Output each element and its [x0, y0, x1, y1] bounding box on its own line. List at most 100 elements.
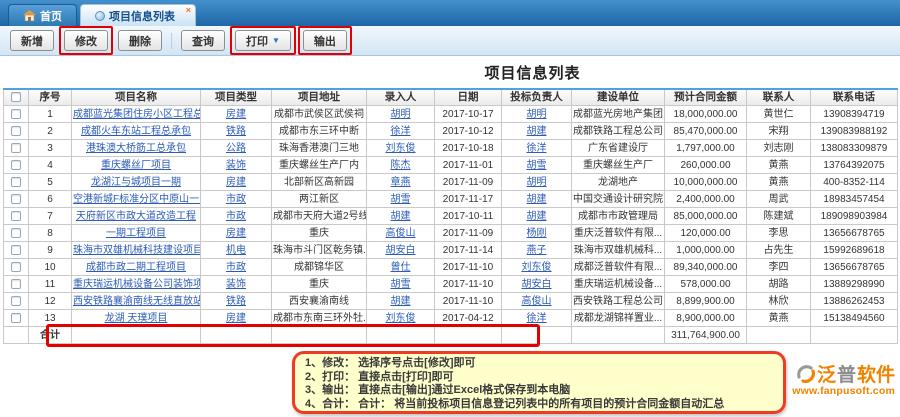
name-link[interactable]: 天府新区市政大道改造工程: [76, 210, 196, 222]
type-link[interactable]: 房建: [226, 176, 246, 188]
row-checkbox[interactable]: [11, 125, 21, 136]
name-cell: 西安铁路襄渝南线无线直放站...: [71, 292, 201, 310]
name-link[interactable]: 一期工程项目: [106, 227, 166, 239]
type-link[interactable]: 装饰: [226, 159, 246, 171]
contact-cell: 周武: [746, 190, 811, 208]
unit-cell: 成都市市政管理局: [571, 207, 665, 225]
phone-cell: 13889298990: [810, 275, 898, 293]
tab-project-info-list[interactable]: 项目信息列表 ×: [80, 4, 196, 26]
recorder-link[interactable]: 陈杰: [390, 159, 411, 171]
name-cell: 成都蓝光集团住房小区工程总...: [71, 105, 201, 123]
name-link[interactable]: 珠海市双雄机械科技建设项目: [73, 244, 201, 256]
bidder-link[interactable]: 刘东俊: [521, 261, 552, 273]
type-link[interactable]: 铁路: [226, 125, 246, 137]
unit-cell: 珠海市双雄机械科...: [571, 241, 665, 259]
name-link[interactable]: 西安铁路襄渝南线无线直放站...: [73, 295, 201, 307]
recorder-link[interactable]: 章燕: [390, 176, 411, 188]
row-checkbox[interactable]: [11, 108, 21, 119]
bidder-link[interactable]: 燕子: [526, 244, 547, 256]
name-link[interactable]: 空港新城F标准分区中原山一...: [73, 193, 201, 205]
table-row: 13 龙湖 天璞项目 房建 成都市东南三环外牡... 刘东俊 2017-04-12 徐洋 成都…: [3, 309, 898, 327]
recorder-link[interactable]: 胡建: [390, 295, 411, 307]
recorder-link[interactable]: 刘东俊: [385, 312, 416, 324]
total-row-checkbox-cell: [3, 326, 29, 344]
total-amount: 311,764,900.00: [664, 326, 747, 344]
name-link[interactable]: 龙湖 天璞项目: [104, 312, 168, 324]
bidder-link[interactable]: 徐洋: [526, 312, 547, 324]
type-link[interactable]: 铁路: [226, 295, 246, 307]
seq-cell: 13: [28, 309, 72, 327]
tab-home[interactable]: 首页: [8, 4, 77, 26]
type-link[interactable]: 市政: [226, 193, 246, 205]
type-link[interactable]: 房建: [226, 227, 246, 239]
row-checkbox[interactable]: [11, 261, 21, 272]
bidder-link[interactable]: 胡建: [526, 210, 547, 222]
new-button[interactable]: 新增: [10, 30, 54, 51]
name-link[interactable]: 重庆螺丝厂项目: [101, 159, 171, 171]
name-cell: 成都市政二期工程项目: [71, 258, 201, 276]
bidder-link[interactable]: 胡建: [526, 193, 547, 205]
logo-url-link[interactable]: www.fanpusoft.com: [792, 385, 895, 397]
type-link[interactable]: 市政: [226, 261, 246, 273]
bidder-link[interactable]: 胡建: [526, 125, 547, 137]
recorder-link[interactable]: 高俊山: [385, 227, 416, 239]
name-link[interactable]: 成都火车东站工程总承包: [81, 125, 191, 137]
recorder-cell: 胡建: [366, 292, 435, 310]
bidder-link[interactable]: 胡雪: [526, 159, 547, 171]
recorder-link[interactable]: 胡建: [390, 210, 411, 222]
row-checkbox[interactable]: [11, 159, 21, 170]
type-link[interactable]: 公路: [226, 142, 246, 154]
type-link[interactable]: 市政: [226, 210, 246, 222]
recorder-link[interactable]: 曾仕: [390, 261, 411, 273]
edit-button[interactable]: 修改: [64, 30, 108, 51]
name-link[interactable]: 成都蓝光集团住房小区工程总...: [73, 108, 201, 120]
type-link[interactable]: 装饰: [226, 278, 246, 290]
name-link[interactable]: 成都市政二期工程项目: [86, 261, 186, 273]
close-icon[interactable]: ×: [185, 5, 191, 15]
print-button[interactable]: 打印 ▼: [235, 30, 291, 51]
contact-cell: 刘志刚: [746, 139, 811, 157]
bidder-link[interactable]: 高俊山: [521, 295, 552, 307]
bidder-link[interactable]: 胡明: [526, 108, 547, 120]
recorder-link[interactable]: 徐洋: [390, 125, 411, 137]
type-link[interactable]: 房建: [226, 312, 246, 324]
type-link[interactable]: 房建: [226, 108, 246, 120]
select-all-checkbox[interactable]: [11, 92, 21, 103]
search-button[interactable]: 查询: [181, 30, 225, 51]
recorder-link[interactable]: 胡雪: [390, 278, 411, 290]
type-link[interactable]: 机电: [226, 244, 246, 256]
unit-cell: 西安铁路工程总公司: [571, 292, 665, 310]
bidder-link[interactable]: 胡明: [526, 176, 547, 188]
row-checkbox[interactable]: [11, 227, 21, 238]
bidder-link[interactable]: 徐洋: [526, 142, 547, 154]
name-link[interactable]: 港珠澳大桥筋工总承包: [86, 142, 186, 154]
row-checkbox[interactable]: [11, 244, 21, 255]
date-cell: 2017-10-18: [434, 139, 502, 157]
date-cell: 2017-04-12: [434, 309, 502, 327]
recorder-link[interactable]: 胡明: [390, 108, 411, 120]
footer-logo: 泛 普 软件 www.fanpusoft.com: [773, 360, 895, 397]
type-cell: 市政: [200, 207, 272, 225]
row-checkbox[interactable]: [11, 210, 21, 221]
bidder-link[interactable]: 杨刚: [526, 227, 547, 239]
row-checkbox[interactable]: [11, 176, 21, 187]
bidder-link[interactable]: 胡安白: [521, 278, 552, 290]
delete-button[interactable]: 删除: [118, 30, 162, 51]
row-checkbox[interactable]: [11, 312, 21, 323]
amount-cell: 260,000.00: [664, 156, 747, 174]
export-button[interactable]: 输出: [302, 30, 347, 51]
name-link[interactable]: 重庆瑞运机械设备公司装饰项目: [73, 278, 201, 290]
row-checkbox[interactable]: [11, 142, 21, 153]
name-link[interactable]: 龙湖江与城项目一期: [91, 176, 181, 188]
recorder-link[interactable]: 刘东俊: [385, 142, 416, 154]
row-checkbox[interactable]: [11, 295, 21, 306]
recorder-link[interactable]: 胡安白: [385, 244, 416, 256]
row-checkbox[interactable]: [11, 193, 21, 204]
row-checkbox[interactable]: [11, 278, 21, 289]
table-row: 4 重庆螺丝厂项目 装饰 重庆螺丝生产厂内 陈杰 2017-11-01 胡雪 重庆螺丝生产厂 2…: [3, 156, 898, 174]
logo-swoosh-icon: [796, 364, 816, 384]
name-cell: 重庆螺丝厂项目: [71, 156, 201, 174]
address-cell: 成都市东三环中断: [271, 122, 367, 140]
table-header-row: 序号 项目名称 项目类型 项目地址 录入人 日期 投标负责人 建设单位 预计合同金额 联系人 联系电…: [3, 88, 898, 106]
recorder-link[interactable]: 胡雪: [390, 193, 411, 205]
